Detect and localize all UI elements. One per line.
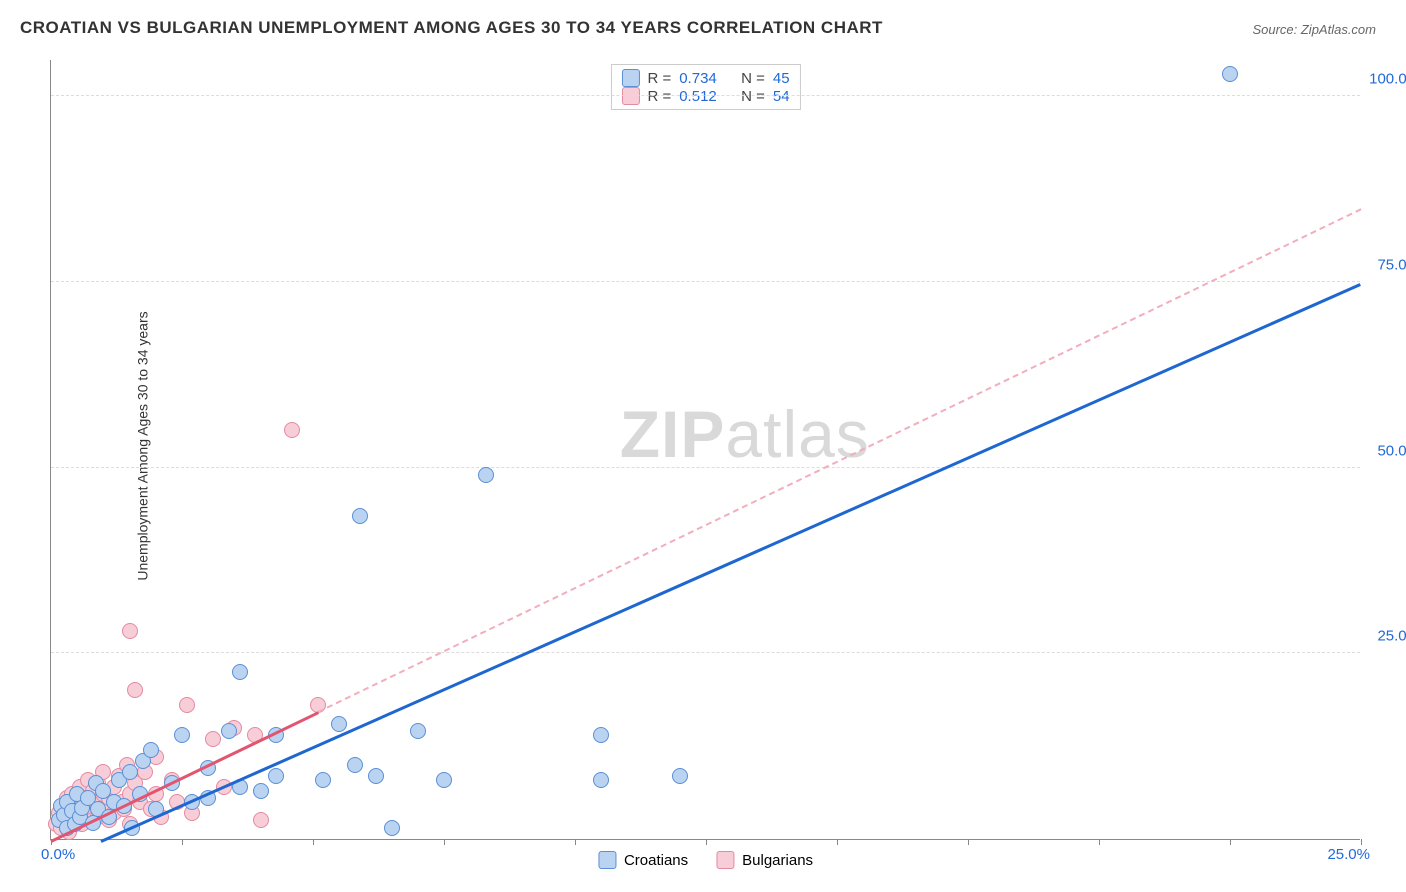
data-point (672, 768, 688, 784)
gridline-h (51, 281, 1360, 282)
data-point (331, 716, 347, 732)
swatch-croatians (621, 69, 639, 87)
y-tick-label: 25.0% (1365, 628, 1406, 645)
legend-label-bulgarians: Bulgarians (742, 852, 813, 869)
data-point (221, 723, 237, 739)
x-tick (182, 839, 183, 845)
legend-stats: R = 0.734 N = 45 R = 0.512 N = 54 (610, 64, 800, 110)
trend-line (101, 283, 1362, 843)
gridline-h (51, 95, 1360, 96)
data-point (268, 768, 284, 784)
legend-label-croatians: Croatians (624, 852, 688, 869)
data-point (410, 723, 426, 739)
data-point (122, 623, 138, 639)
x-tick (837, 839, 838, 845)
watermark-light: atlas (725, 397, 869, 471)
r-value-croatians: 0.734 (679, 70, 717, 87)
data-point (352, 508, 368, 524)
data-point (122, 764, 138, 780)
data-point (253, 812, 269, 828)
legend-item-croatians: Croatians (598, 851, 688, 869)
gridline-h (51, 467, 1360, 468)
data-point (593, 727, 609, 743)
data-point (368, 768, 384, 784)
data-point (593, 772, 609, 788)
legend-item-bulgarians: Bulgarians (716, 851, 813, 869)
x-tick (1361, 839, 1362, 845)
x-tick (1099, 839, 1100, 845)
data-point (127, 682, 143, 698)
swatch-bulgarians (716, 851, 734, 869)
data-point (1222, 66, 1238, 82)
data-point (143, 742, 159, 758)
x-tick (575, 839, 576, 845)
legend-series: Croatians Bulgarians (598, 851, 813, 869)
x-tick (313, 839, 314, 845)
x-origin-label: 0.0% (41, 846, 75, 863)
x-tick (444, 839, 445, 845)
n-label: N = (741, 70, 765, 87)
swatch-croatians (598, 851, 616, 869)
y-tick-label: 75.0% (1365, 256, 1406, 273)
data-point (205, 731, 221, 747)
x-tick (1230, 839, 1231, 845)
data-point (384, 820, 400, 836)
watermark-bold: ZIP (620, 397, 726, 471)
y-tick-label: 50.0% (1365, 442, 1406, 459)
data-point (232, 664, 248, 680)
n-value-croatians: 45 (773, 70, 790, 87)
x-tick (706, 839, 707, 845)
data-point (253, 783, 269, 799)
data-point (179, 697, 195, 713)
legend-stats-row-croatians: R = 0.734 N = 45 (621, 69, 789, 87)
data-point (436, 772, 452, 788)
gridline-h (51, 652, 1360, 653)
plot-area: ZIPatlas R = 0.734 N = 45 R = 0.512 N = … (50, 60, 1360, 840)
y-tick-label: 100.0% (1365, 71, 1406, 88)
source-value: ZipAtlas.com (1301, 22, 1376, 37)
r-label: R = (647, 70, 671, 87)
data-point (347, 757, 363, 773)
source-attribution: Source: ZipAtlas.com (1252, 22, 1376, 37)
data-point (284, 422, 300, 438)
watermark: ZIPatlas (620, 396, 870, 472)
trend-line (318, 209, 1362, 713)
x-tick (968, 839, 969, 845)
data-point (174, 727, 190, 743)
data-point (315, 772, 331, 788)
chart-title: CROATIAN VS BULGARIAN UNEMPLOYMENT AMONG… (20, 18, 883, 38)
data-point (478, 467, 494, 483)
source-label: Source: (1252, 22, 1300, 37)
x-max-label: 25.0% (1327, 846, 1370, 863)
